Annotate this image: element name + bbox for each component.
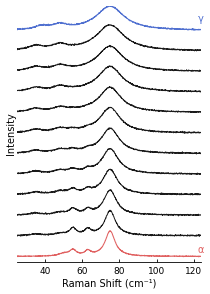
X-axis label: Raman Shift (cm⁻¹): Raman Shift (cm⁻¹) (62, 278, 156, 288)
Text: γ: γ (198, 14, 203, 24)
Text: α: α (198, 245, 204, 255)
Y-axis label: Intensity: Intensity (5, 112, 16, 155)
